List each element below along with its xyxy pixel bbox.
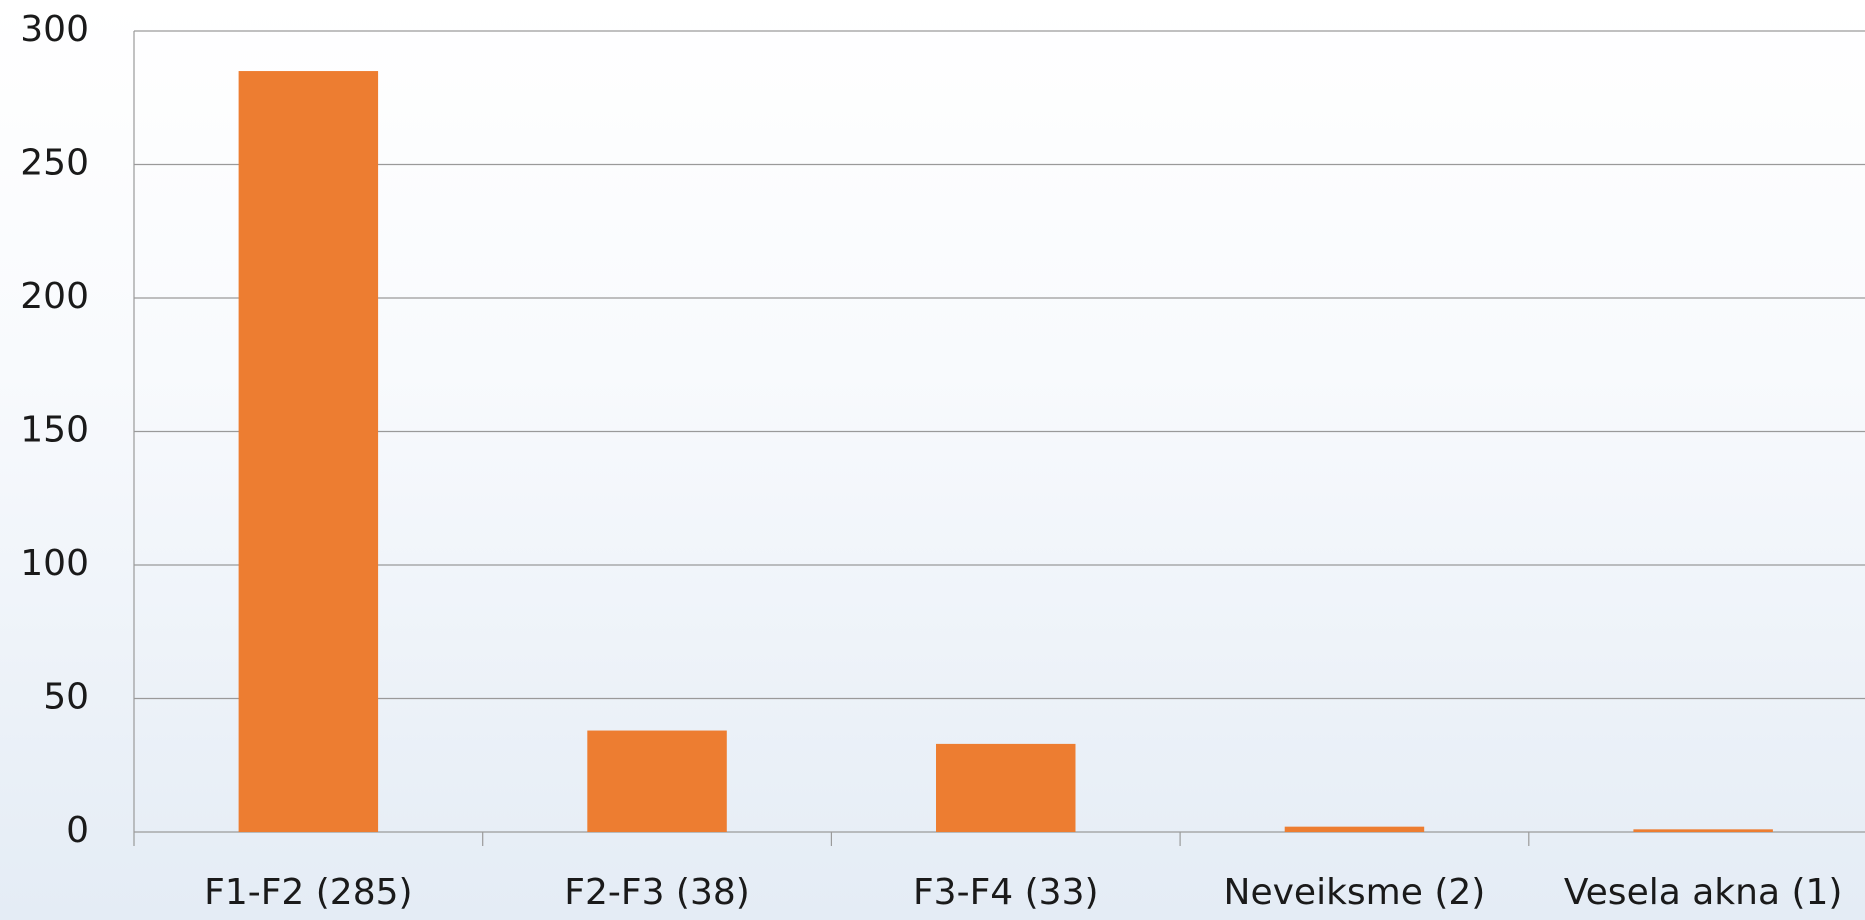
bar	[238, 71, 379, 833]
x-tick-label: Neveiksme (2)	[1224, 872, 1486, 913]
bar	[1633, 829, 1773, 832]
y-tick-label: 200	[20, 276, 89, 317]
y-tick-label: 0	[66, 810, 89, 851]
y-tick-label: 50	[43, 677, 89, 718]
x-tick-label: F3-F4 (33)	[913, 872, 1099, 913]
y-tick-label: 300	[20, 9, 89, 50]
bar	[936, 743, 1076, 832]
bar	[587, 730, 727, 832]
y-tick-label: 150	[20, 410, 89, 451]
x-tick-label: F1-F2 (285)	[204, 872, 412, 913]
y-tick-label: 100	[20, 543, 89, 584]
x-tick-label: F2-F3 (38)	[564, 872, 750, 913]
y-tick-label: 250	[20, 143, 89, 184]
bar	[1284, 826, 1425, 832]
x-tick-label: Vesela akna (1)	[1564, 872, 1843, 913]
